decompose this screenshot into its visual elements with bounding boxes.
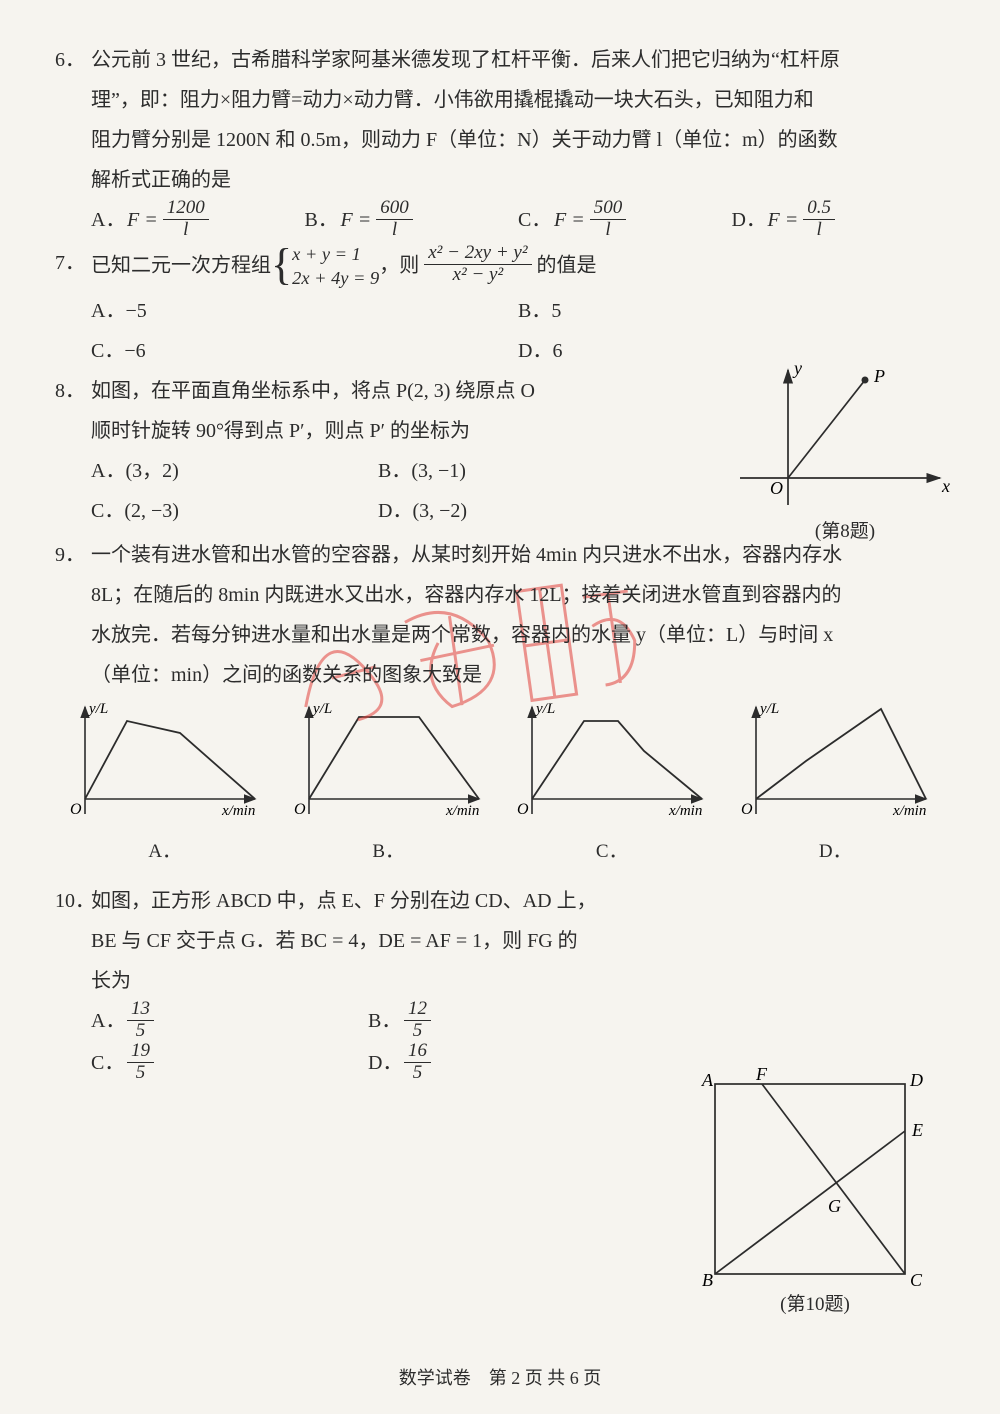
q6-opt-c: C．F = 500l (518, 200, 732, 243)
q6-line3: 阻力臂分别是 1200N 和 0.5m，则动力 F（单位：N）关于动力臂 l（单… (91, 120, 945, 160)
q7-opt-c: C．−6 (91, 331, 518, 371)
q6-line2: 理”，即：阻力×阻力臂=动力×动力臂．小伟欲用撬棍撬动一块大石头，已知阻力和 (91, 80, 945, 120)
q6-opt-d: D．F = 0.5l (732, 200, 946, 243)
q9-graphs: y/L x/min O A． y/L x/min O B． y/L x/min … (55, 699, 945, 871)
svg-text:y/L: y/L (534, 701, 555, 717)
page-footer: 数学试卷 第 2 页 共 6 页 (0, 1360, 1000, 1396)
question-10: 10． 如图，正方形 ABCD 中，点 E、F 分别在边 CD、AD 上， BE… (55, 881, 945, 1087)
figure-8: y x O P (第8题) (730, 360, 960, 545)
svg-text:B: B (702, 1270, 713, 1290)
q10-opt-b: B．125 (368, 1001, 645, 1044)
q6-line4: 解析式正确的是 (91, 160, 945, 200)
q7-number: 7． (55, 243, 85, 283)
q10-number: 10． (55, 881, 95, 921)
q10-opt-d: D．165 (368, 1043, 645, 1086)
figure-10-caption: (第10题) (680, 1294, 950, 1317)
q6-opt-b: B．F = 600l (305, 200, 519, 243)
q7-options: A．−5B．5 C．−6D．6 (55, 291, 945, 371)
q10-line2: BE 与 CF 交于点 G．若 BC = 4，DE = AF = 1，则 FG … (91, 921, 645, 961)
q6-opt-a: A．F = 1200l (91, 200, 305, 243)
q7-pre: 已知二元一次方程组 (91, 254, 271, 276)
svg-text:x/min: x/min (668, 803, 702, 819)
question-6: 6． 公元前 3 世纪，古希腊科学家阿基米德发现了杠杆平衡．后来人们把它归纳为“… (55, 40, 945, 243)
svg-text:x/min: x/min (892, 803, 926, 819)
q8-opt-a: A．(3，2) (91, 451, 378, 491)
q9-graph-a: y/L x/min O A． (55, 699, 275, 871)
q7-system: x + y = 12x + 4y = 9 (292, 243, 379, 291)
brace-icon: { (271, 243, 292, 287)
q9-graph-c: y/L x/min O C． (502, 699, 722, 871)
q10-line3: 长为 (91, 961, 645, 1001)
svg-text:y/L: y/L (87, 701, 108, 717)
q8-opt-d: D．(3, −2) (378, 491, 665, 531)
q8-options: A．(3，2)B．(3, −1) C．(2, −3)D．(3, −2) (55, 451, 665, 531)
svg-text:A: A (701, 1070, 714, 1090)
q10-options: A．135 B．125 C．195 D．165 (55, 1001, 645, 1087)
svg-text:G: G (828, 1196, 841, 1216)
q7-opt-b: B．5 (518, 291, 945, 331)
svg-text:O: O (770, 478, 783, 498)
q9-line2: 8L；在随后的 8min 内既进水又出水，容器内存水 12L；接着关闭进水管直到… (91, 575, 945, 615)
q10-opt-c: C．195 (91, 1043, 368, 1086)
svg-text:y: y (792, 360, 802, 378)
q10-opt-a: A．135 (91, 1001, 368, 1044)
question-9: 9． 一个装有进水管和出水管的空容器，从某时刻开始 4min 内只进水不出水，容… (55, 535, 945, 695)
q9-line1: 一个装有进水管和出水管的空容器，从某时刻开始 4min 内只进水不出水，容器内存… (91, 535, 945, 575)
svg-text:C: C (910, 1270, 923, 1290)
svg-text:P: P (873, 366, 885, 386)
q9-line3: 水放完．若每分钟进水量和出水量是两个常数，容器内的水量 y（单位：L）与时间 x (91, 615, 945, 655)
q9-graph-d: y/L x/min O D． (726, 699, 946, 871)
q10-line1: 如图，正方形 ABCD 中，点 E、F 分别在边 CD、AD 上， (91, 881, 645, 921)
svg-text:y/L: y/L (311, 701, 332, 717)
q6-line1: 公元前 3 世纪，古希腊科学家阿基米德发现了杠杆平衡．后来人们把它归纳为“杠杆原 (91, 40, 945, 80)
q6-number: 6． (55, 40, 85, 80)
svg-text:x/min: x/min (445, 803, 479, 819)
q8-opt-b: B．(3, −1) (378, 451, 665, 491)
q9-graph-b: y/L x/min O B． (279, 699, 499, 871)
svg-text:O: O (517, 801, 529, 818)
q7-fraction: x² − 2xy + y²x² − y² (424, 243, 531, 286)
svg-text:O: O (741, 801, 753, 818)
q9-line4: （单位：min）之间的函数关系的图象大致是 (91, 655, 945, 695)
svg-text:O: O (70, 801, 82, 818)
q8-line2: 顺时针旋转 90°得到点 P′，则点 P′ 的坐标为 (91, 411, 665, 451)
question-7: 7． 已知二元一次方程组{x + y = 12x + 4y = 9，则 x² −… (55, 243, 945, 371)
q8-opt-c: C．(2, −3) (91, 491, 378, 531)
figure-10: A D B C F E G (第10题) (680, 1064, 950, 1317)
q7-opt-a: A．−5 (91, 291, 518, 331)
svg-text:D: D (909, 1070, 923, 1090)
svg-text:E: E (911, 1120, 923, 1140)
q8-number: 8． (55, 371, 85, 411)
q9-number: 9． (55, 535, 85, 575)
q6-options: A．F = 1200l B．F = 600l C．F = 500l D．F = … (55, 200, 945, 243)
svg-text:y/L: y/L (758, 701, 779, 717)
q8-line1: 如图，在平面直角坐标系中，将点 P(2, 3) 绕原点 O (91, 371, 665, 411)
svg-text:O: O (294, 801, 306, 818)
svg-text:x/min: x/min (221, 803, 255, 819)
svg-text:F: F (755, 1064, 768, 1084)
svg-text:x: x (941, 476, 950, 496)
